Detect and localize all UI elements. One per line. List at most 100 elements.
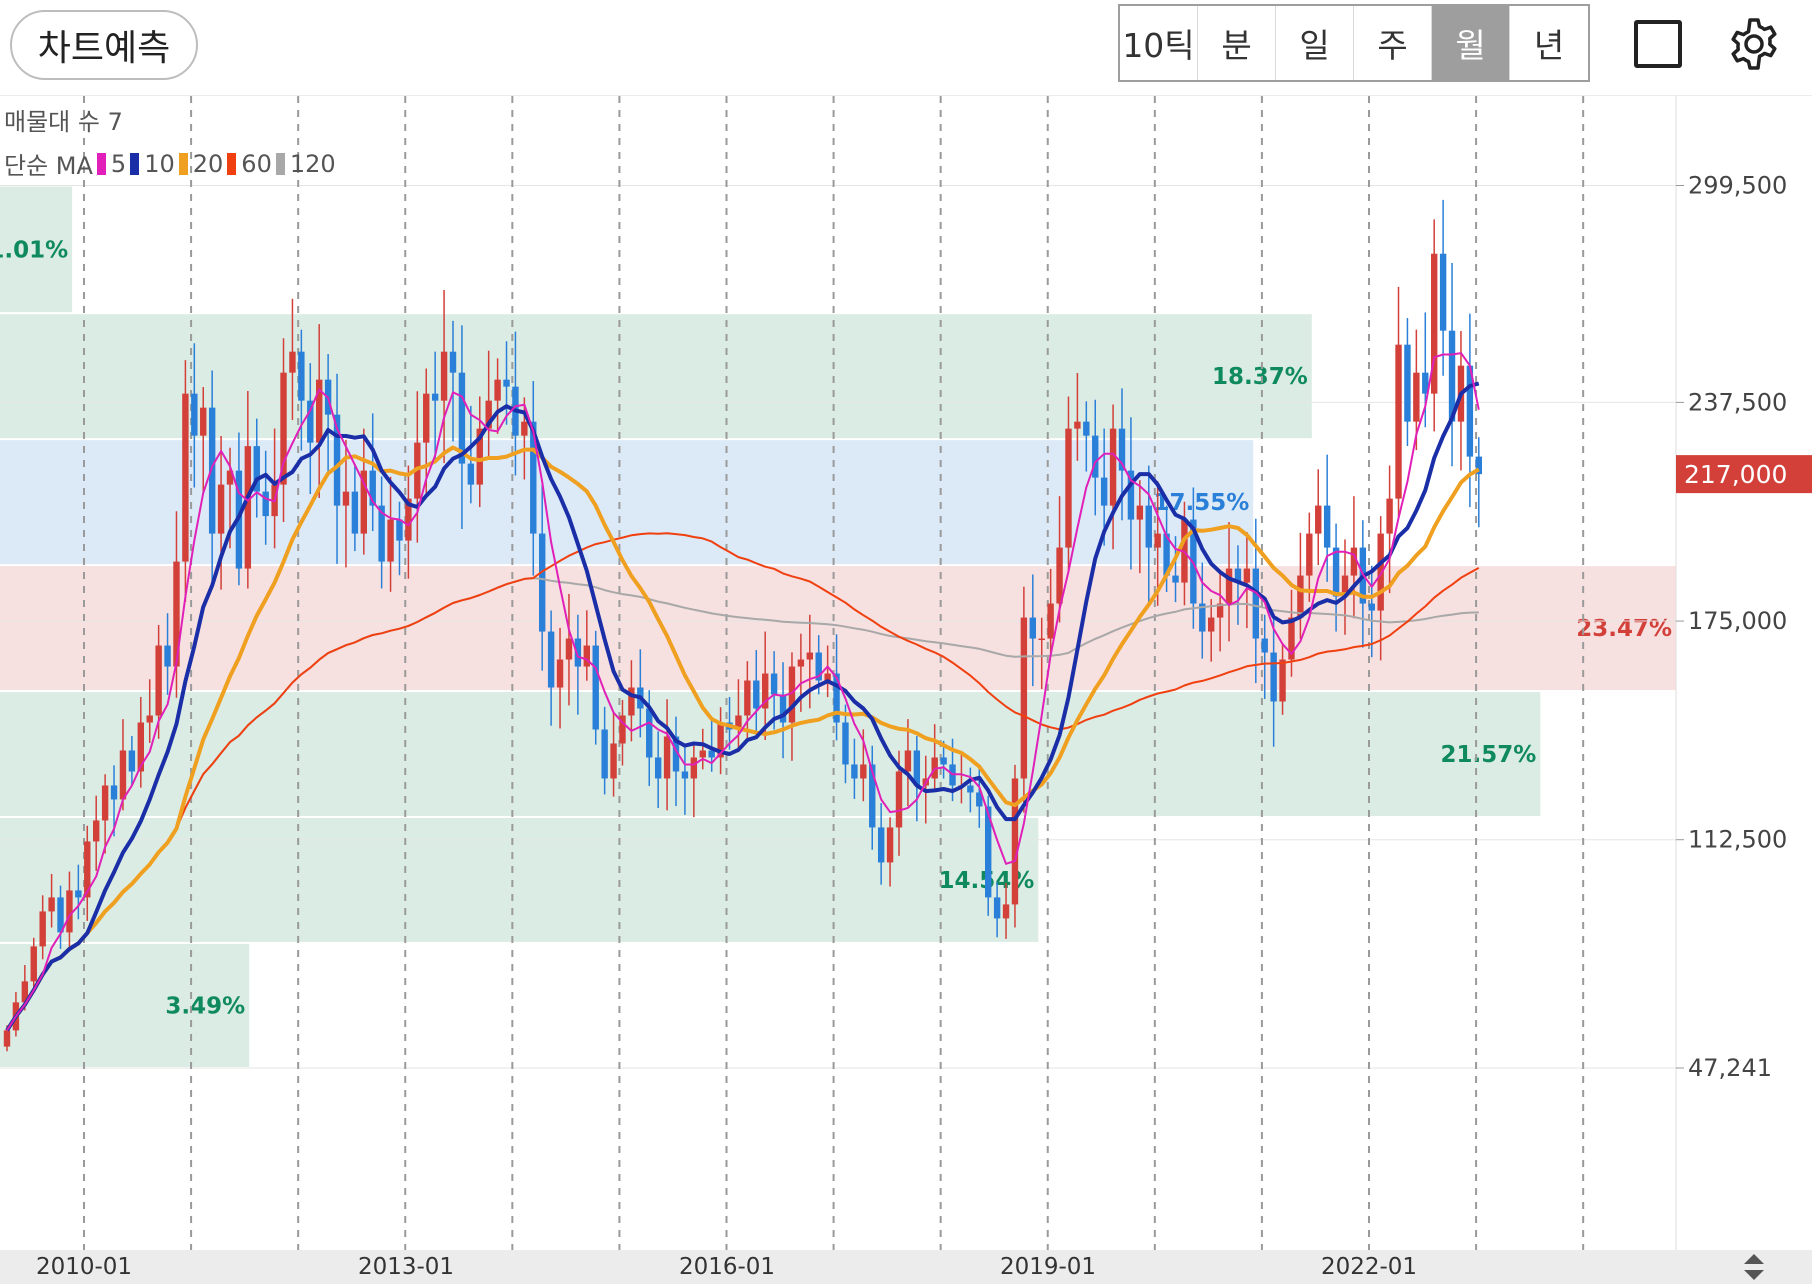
tab-year[interactable]: 년 <box>1510 6 1588 80</box>
candle-body <box>155 645 162 716</box>
candle-body <box>1466 365 1474 457</box>
volume-profile-zone <box>0 692 1541 816</box>
candle-body <box>84 841 91 898</box>
candle-body <box>369 470 376 506</box>
candle-body <box>1225 568 1233 604</box>
candle-body <box>1475 456 1482 475</box>
candle-body <box>440 351 448 401</box>
ma-legend-title: 단순 MA <box>4 152 93 180</box>
candle-body <box>654 757 662 779</box>
candle-body <box>173 561 180 667</box>
candle-body <box>1377 533 1384 611</box>
current-price-tag <box>1676 455 1812 494</box>
candle-body <box>316 379 323 443</box>
candle-body <box>182 393 189 562</box>
candle-body <box>1243 568 1251 583</box>
candle-body <box>1109 428 1117 506</box>
candle-body <box>1332 547 1340 597</box>
candle-body <box>1172 575 1179 583</box>
ma5-label: 5 <box>110 149 127 178</box>
candle-body <box>869 764 876 828</box>
candle-body <box>128 750 136 772</box>
candle-body <box>1386 498 1393 534</box>
candle-body <box>699 750 706 758</box>
candle-body <box>1315 505 1322 534</box>
candle-body <box>48 897 55 912</box>
candle-body <box>1252 568 1259 639</box>
candle-body <box>57 897 64 933</box>
candle-body <box>21 981 29 1003</box>
fullscreen-square-icon[interactable] <box>1626 12 1690 76</box>
volume-profile-zone-label: 3.49% <box>165 993 245 1019</box>
candle-body <box>985 806 992 898</box>
ma60-label: 60 <box>241 149 272 178</box>
candle-body <box>253 446 260 492</box>
candle-body <box>396 519 403 541</box>
candle-body <box>1448 330 1456 422</box>
candle-body <box>521 421 528 436</box>
candle-body <box>770 673 778 695</box>
candle-body <box>717 722 724 758</box>
candle-body <box>1118 428 1126 471</box>
x-tick-label: 2022-01 <box>1320 1254 1418 1280</box>
ma5-line <box>6 352 1480 1031</box>
volume-profile-zone-label: 21.57% <box>1441 742 1537 768</box>
ma20-swatch <box>178 152 188 175</box>
scroll-arrows-icon[interactable] <box>1742 1252 1766 1282</box>
candle-body <box>788 666 796 723</box>
candle-body <box>1439 253 1447 331</box>
ma10-label: 10 <box>144 149 175 178</box>
tab-week[interactable]: 주 <box>1354 6 1432 80</box>
period-selector: 10틱 분 일 주 월 년 <box>1118 4 1590 82</box>
volume-profile-zone <box>0 440 1254 565</box>
candle-body <box>1199 603 1206 632</box>
candle-body <box>601 729 608 779</box>
candle-body <box>619 715 626 744</box>
candle-body <box>30 946 37 982</box>
candle-body <box>1136 505 1144 520</box>
candle-body <box>583 645 590 667</box>
volume-profile-zone <box>0 566 1676 691</box>
tab-month[interactable]: 월 <box>1432 6 1510 80</box>
candle-body <box>1020 617 1028 779</box>
candle-body <box>1216 603 1224 618</box>
candle-body <box>1074 421 1081 429</box>
candle-body <box>1368 603 1375 611</box>
candle-body <box>307 400 314 443</box>
candle-body <box>494 379 501 401</box>
gear-icon[interactable] <box>1722 12 1786 76</box>
volume-profile-zone <box>0 817 1039 942</box>
x-tick-label: 2016-01 <box>678 1254 776 1280</box>
candle-body <box>895 771 903 828</box>
candle-body <box>1011 778 1019 905</box>
candle-body <box>762 673 769 709</box>
y-tick-label: 175,000 <box>1688 607 1787 635</box>
candle-body <box>39 911 46 947</box>
candle-body <box>815 652 822 681</box>
y-tick-label: 112,500 <box>1688 826 1787 854</box>
volume-profile-zone <box>0 314 1312 439</box>
y-tick-label: 237,500 <box>1688 388 1787 416</box>
candle-body <box>1306 533 1313 576</box>
candle-body <box>610 743 617 779</box>
candle-body <box>458 372 466 464</box>
tab-10-tick[interactable]: 10틱 <box>1120 6 1198 80</box>
candle-body <box>1270 652 1277 702</box>
tab-minute[interactable]: 분 <box>1198 6 1276 80</box>
x-tick-label: 2019-01 <box>999 1254 1097 1280</box>
candle-body <box>663 736 671 779</box>
tab-day[interactable]: 일 <box>1276 6 1354 80</box>
candle-body <box>119 750 127 800</box>
candle-body <box>1350 547 1358 576</box>
candlestick-chart[interactable]: 3.49%14.54%21.57%23.47%17.55%18.37%1.01%… <box>0 96 1812 1250</box>
chart-forecast-button[interactable]: 차트예측 <box>10 10 198 80</box>
candle-body <box>539 533 546 632</box>
candle-body <box>1002 904 1010 919</box>
candle-body <box>1127 470 1135 520</box>
candle-body <box>1261 638 1268 653</box>
candle-body <box>1208 617 1215 632</box>
candle-body <box>886 827 894 863</box>
candle-body <box>574 638 582 667</box>
candle-body <box>556 659 564 688</box>
ma60-line <box>6 532 1480 1031</box>
